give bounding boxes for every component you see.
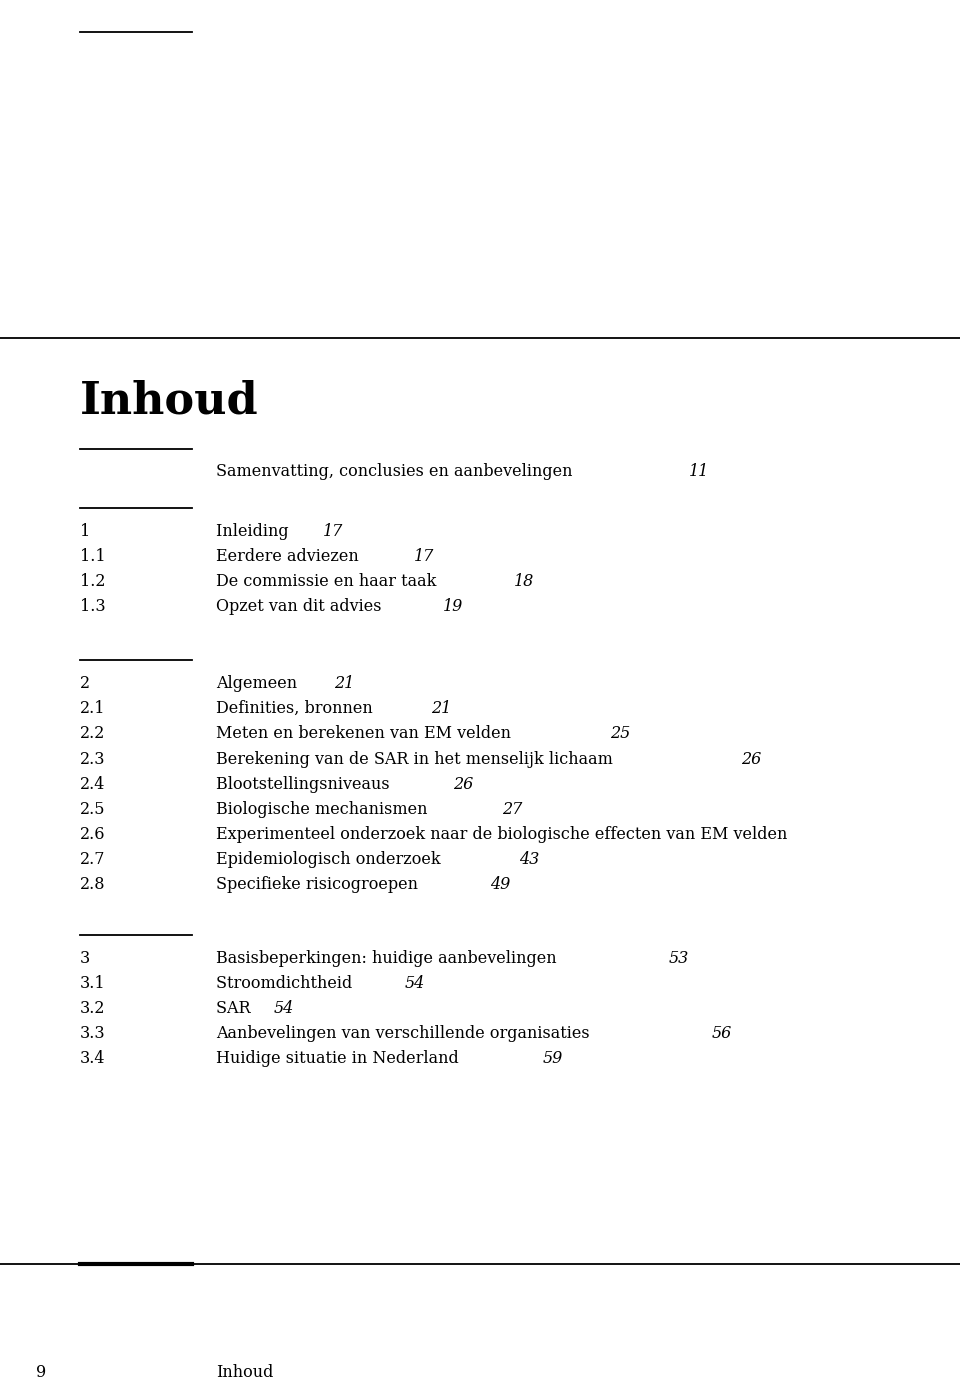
Text: 21: 21	[334, 675, 354, 692]
Text: 2.1: 2.1	[80, 700, 106, 717]
Text: Stroomdichtheid: Stroomdichtheid	[216, 975, 363, 992]
Text: Blootstellingsniveaus: Blootstellingsniveaus	[216, 776, 400, 792]
Text: 2.7: 2.7	[80, 851, 106, 868]
Text: Epidemiologisch onderzoek: Epidemiologisch onderzoek	[216, 851, 451, 868]
Text: 1.2: 1.2	[80, 573, 106, 590]
Text: 3: 3	[80, 950, 90, 967]
Text: 59: 59	[542, 1050, 563, 1067]
Text: 2.5: 2.5	[80, 801, 106, 817]
Text: Inleiding: Inleiding	[216, 523, 299, 540]
Text: 49: 49	[490, 876, 510, 893]
Text: Basisbeperkingen: huidige aanbevelingen: Basisbeperkingen: huidige aanbevelingen	[216, 950, 566, 967]
Text: Huidige situatie in Nederland: Huidige situatie in Nederland	[216, 1050, 469, 1067]
Text: 2.3: 2.3	[80, 751, 106, 767]
Text: 21: 21	[431, 700, 452, 717]
Text: 2.4: 2.4	[80, 776, 105, 792]
Text: 56: 56	[711, 1025, 732, 1042]
Text: 54: 54	[274, 1000, 294, 1017]
Text: De commissie en haar taak: De commissie en haar taak	[216, 573, 446, 590]
Text: 11: 11	[689, 463, 709, 480]
Text: 9: 9	[36, 1364, 47, 1381]
Text: 54: 54	[405, 975, 425, 992]
Text: 26: 26	[453, 776, 473, 792]
Text: Aanbevelingen van verschillende organisaties: Aanbevelingen van verschillende organisa…	[216, 1025, 600, 1042]
Text: 1.3: 1.3	[80, 598, 106, 615]
Text: Inhoud: Inhoud	[80, 379, 258, 423]
Text: 27: 27	[502, 801, 522, 817]
Text: 18: 18	[514, 573, 534, 590]
Text: 25: 25	[610, 725, 630, 742]
Text: 26: 26	[741, 751, 761, 767]
Text: Specifieke risicogroepen: Specifieke risicogroepen	[216, 876, 428, 893]
Text: 2: 2	[80, 675, 90, 692]
Text: Samenvatting, conclusies en aanbevelingen: Samenvatting, conclusies en aanbevelinge…	[216, 463, 583, 480]
Text: 17: 17	[323, 523, 343, 540]
Text: Algemeen: Algemeen	[216, 675, 307, 692]
Text: 1.1: 1.1	[80, 548, 106, 565]
Text: Experimenteel onderzoek naar de biologische effecten van EM velden: Experimenteel onderzoek naar de biologis…	[216, 826, 798, 843]
Text: Meten en berekenen van EM velden: Meten en berekenen van EM velden	[216, 725, 521, 742]
Text: 2.2: 2.2	[80, 725, 105, 742]
Text: Eerdere adviezen: Eerdere adviezen	[216, 548, 369, 565]
Text: 2.6: 2.6	[80, 826, 106, 843]
Text: 2.8: 2.8	[80, 876, 106, 893]
Text: 53: 53	[669, 950, 689, 967]
Text: 1: 1	[80, 523, 90, 540]
Text: SAR: SAR	[216, 1000, 261, 1017]
Text: Biologische mechanismen: Biologische mechanismen	[216, 801, 438, 817]
Text: 3.1: 3.1	[80, 975, 106, 992]
Text: Opzet van dit advies: Opzet van dit advies	[216, 598, 392, 615]
Text: 19: 19	[443, 598, 463, 615]
Text: Berekening van de SAR in het menselijk lichaam: Berekening van de SAR in het menselijk l…	[216, 751, 623, 767]
Text: 3.2: 3.2	[80, 1000, 106, 1017]
Text: Definities, bronnen: Definities, bronnen	[216, 700, 383, 717]
Text: 17: 17	[414, 548, 434, 565]
Text: Inhoud: Inhoud	[216, 1364, 274, 1381]
Text: 3.3: 3.3	[80, 1025, 106, 1042]
Text: 43: 43	[519, 851, 540, 868]
Text: 3.4: 3.4	[80, 1050, 106, 1067]
